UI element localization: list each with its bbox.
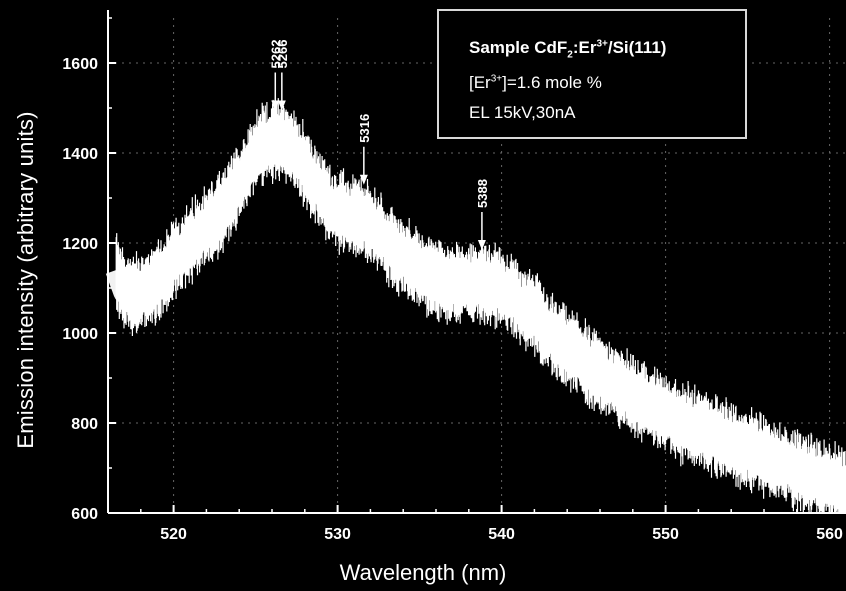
- y-tick-label: 1200: [62, 236, 98, 253]
- x-tick-label: 530: [324, 526, 351, 543]
- emission-trace: [105, 98, 846, 513]
- peak-arrow-head: [477, 240, 486, 250]
- emission-series-line: [105, 128, 846, 501]
- y-tick-label: 1000: [62, 326, 98, 343]
- y-axis-label: Emission intensity (arbitrary units): [13, 111, 38, 449]
- x-tick-label: 540: [488, 526, 515, 543]
- peak-label: 5388: [475, 179, 490, 208]
- y-tick-label: 600: [71, 506, 98, 523]
- x-axis-label: Wavelength (nm): [339, 560, 507, 585]
- legend-box: Sample CdF2:Er3+/Si(111) [Er3+]=1.6 mole…: [437, 9, 747, 139]
- peak-arrow-head: [271, 100, 280, 111]
- x-tick-label: 560: [816, 526, 843, 543]
- chart-ticks: 520 530 540 550 560 600 800 1000 1200 1400 1600: [62, 17, 843, 543]
- y-tick-label: 1400: [62, 146, 98, 163]
- peak-arrow-head: [359, 174, 368, 185]
- peak-label: 5266: [275, 40, 290, 69]
- legend-conditions: EL 15kV,30nA: [469, 103, 576, 122]
- peak-label: 5262: [268, 40, 283, 69]
- x-tick-label: 520: [160, 526, 187, 543]
- legend-concentration: [Er3+]=1.6 mole %: [469, 73, 602, 92]
- chart-axes: [107, 10, 846, 514]
- y-tick-label: 800: [71, 416, 98, 433]
- peak-arrow-head: [277, 100, 286, 111]
- peak-label: 5316: [357, 114, 372, 143]
- legend-sample: Sample CdF2:Er3+/Si(111): [469, 38, 667, 61]
- x-tick-label: 550: [652, 526, 679, 543]
- y-tick-label: 1600: [62, 56, 98, 73]
